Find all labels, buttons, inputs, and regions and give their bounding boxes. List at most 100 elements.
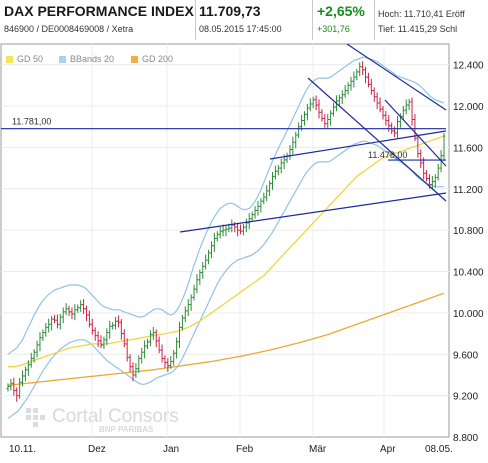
y-tick-label: 10.800 — [453, 226, 484, 237]
y-tick-label: 12.400 — [453, 61, 484, 72]
ohlc-bar — [157, 336, 161, 354]
y-tick-label: 12.000 — [453, 102, 484, 113]
ohlc-bar — [422, 157, 426, 180]
ohlc-bar — [12, 377, 16, 396]
watermark-line1: Cortal Consors — [52, 406, 179, 427]
y-tick-label: 11.200 — [453, 185, 483, 196]
ohlc-bar — [154, 329, 158, 348]
ohlc-bar — [433, 174, 437, 188]
ohlc-bar — [166, 358, 170, 372]
broker-logo-icon — [26, 408, 45, 427]
ohlc-bar — [416, 135, 420, 158]
ohlc-bar — [61, 307, 65, 324]
trend-line — [384, 99, 447, 167]
ohlc-bar — [67, 305, 71, 316]
legend-item-gd50[interactable]: GD 50 — [6, 54, 43, 64]
ohlc-bar — [108, 320, 112, 339]
level-label-resistance: 11.781,00 — [12, 117, 51, 127]
ohlc-bar — [189, 294, 193, 311]
ohlc-bar — [15, 387, 19, 402]
ohlc-bar — [9, 378, 13, 391]
ohlc-bar — [355, 68, 359, 81]
quote-header: DAX PERFORMANCE INDEX 846900 / DE0008469… — [0, 0, 488, 40]
trend-line — [346, 43, 447, 111]
header-cell-change — [312, 0, 375, 40]
ohlc-bar — [140, 347, 144, 364]
ohlc-bar — [329, 110, 333, 126]
change-absolute: +301,76 — [317, 24, 350, 34]
ohlc-bar — [151, 326, 155, 340]
ohlc-bar — [201, 262, 205, 279]
ohlc-bar — [372, 87, 376, 102]
x-axis: 10.11. Dez Jan Feb Mär Apr 08.05. — [9, 444, 453, 455]
ohlc-bar — [395, 115, 399, 139]
last-price: 11.709,73 — [199, 3, 261, 19]
header-cell-name — [0, 0, 196, 40]
ohlc-bar — [317, 99, 321, 119]
x-tick-label: Mär — [309, 444, 327, 455]
ohlc-bar — [271, 172, 275, 190]
day-low: Tief: 11.415,29 Schl — [378, 24, 457, 34]
gd50-swatch-icon — [6, 56, 13, 63]
ohlc-bar — [337, 94, 341, 107]
ohlc-bar — [364, 66, 368, 84]
open-label: Eröff — [445, 9, 465, 19]
ohlc-bar — [131, 362, 135, 382]
header-cell-price — [195, 0, 313, 40]
y-tick-label: 10.400 — [453, 268, 484, 279]
ohlc-bar — [116, 315, 120, 328]
ohlc-bar — [76, 304, 80, 313]
ohlc-bar — [128, 354, 132, 372]
day-high: Hoch: 11.710,41 Eröff — [378, 9, 465, 19]
ohlc-bar — [90, 318, 94, 335]
ohlc-bar — [308, 98, 312, 112]
legend-item-gd200[interactable]: GD 200 — [131, 54, 173, 64]
ohlc-bar — [163, 355, 167, 368]
ohlc-bar — [419, 149, 423, 169]
ohlc-bar — [276, 165, 280, 176]
ohlc-bar — [401, 105, 405, 120]
ohlc-bar — [413, 113, 417, 142]
ohlc-bar — [23, 366, 27, 382]
y-tick-label: 9.200 — [453, 392, 478, 403]
ohlc-bar — [169, 355, 173, 369]
ohlc-bar — [236, 222, 240, 237]
ohlc-bar — [332, 102, 336, 117]
ohlc-bar — [186, 299, 190, 316]
ohlc-bar — [407, 98, 411, 111]
ohlc-bar — [195, 274, 199, 294]
ohlc-bar — [247, 213, 251, 230]
ohlc-bar — [268, 180, 272, 197]
ohlc-bar — [73, 304, 77, 321]
ohlc-bar — [84, 305, 88, 322]
broker-watermark: Cortal Consors BNP PARIBAS — [26, 406, 179, 434]
ohlc-bar — [198, 269, 202, 285]
trend-line — [307, 77, 447, 202]
ohlc-bar — [55, 314, 59, 329]
x-tick-label: Dez — [88, 444, 106, 455]
ohlc-bar — [21, 370, 25, 387]
grid-lines — [1, 44, 449, 437]
ohlc-bar — [253, 206, 257, 219]
ohlc-bar — [250, 211, 254, 222]
ohlc-bar — [291, 136, 295, 155]
ohlc-bar — [111, 322, 115, 330]
day-high-label: Hoch: — [378, 9, 402, 19]
ohlc-bar — [323, 114, 327, 128]
ohlc-bar — [29, 352, 33, 368]
ohlc-bar — [410, 97, 414, 126]
y-axis: 12.400 12.000 11.600 11.200 10.800 10.400 10.0… — [453, 61, 484, 444]
ohlc-bar — [361, 61, 365, 76]
ohlc-bar — [346, 82, 350, 95]
ohlc-bar — [221, 224, 225, 237]
moving-averages — [7, 135, 445, 386]
ohlc-bar — [148, 330, 152, 346]
ohlc-bar — [70, 307, 74, 320]
legend-item-bbands[interactable]: BBands 20 — [59, 54, 114, 64]
ohlc-bar — [442, 132, 446, 161]
ohlc-bar — [212, 232, 216, 252]
ohlc-bar — [143, 340, 147, 359]
ohlc-bar — [244, 218, 248, 233]
ohlc-bar — [18, 377, 22, 399]
quote-datetime: 08.05.2015 17:45:00 — [199, 24, 282, 34]
